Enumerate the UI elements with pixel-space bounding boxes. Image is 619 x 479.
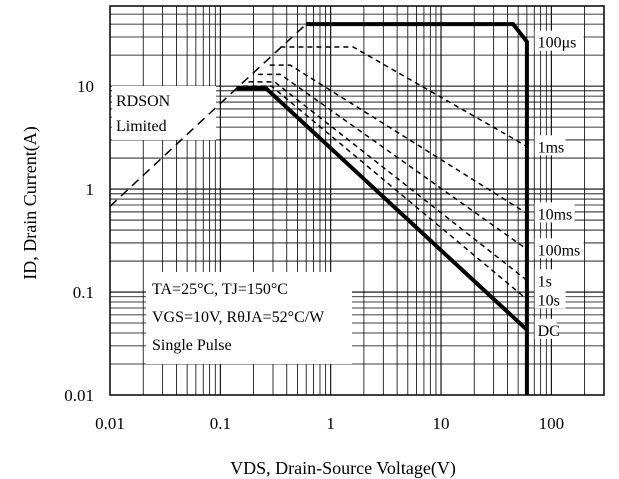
x-tick-label: 100 [539, 414, 565, 433]
curve-labels: 100μs 1ms 10ms 100ms 1s 10s DC [538, 35, 581, 340]
curve-10ms [269, 64, 528, 215]
conditions-box [146, 272, 352, 364]
rdson-label-line2: Limited [116, 118, 167, 135]
curve-label-box [534, 202, 575, 223]
curve-label-box [534, 288, 566, 309]
conditions-line1: TA=25°C, TJ=150°C [152, 281, 288, 298]
x-tick-label: 10 [433, 414, 450, 433]
x-tick-label: 0.01 [95, 414, 125, 433]
curve-label-box [534, 238, 584, 259]
curve-label-box [534, 318, 557, 339]
plot-frame [109, 5, 605, 396]
curve-label-box [534, 269, 557, 290]
curve-label-box [534, 135, 566, 156]
curve-label: 1s [538, 273, 552, 290]
curves [109, 22, 529, 395]
rdson-label-box [112, 86, 216, 140]
curve-10s [242, 85, 528, 300]
curve-dc [236, 86, 529, 332]
x-axis-label: VDS, Drain-Source Voltage(V) [230, 458, 456, 479]
curve-label: 1ms [538, 139, 565, 156]
y-axis-label: ID, Drain Current(A) [20, 126, 41, 279]
curve-100ms [258, 73, 528, 250]
x-tick-label: 0.1 [210, 414, 231, 433]
curve-label: 100ms [538, 242, 581, 259]
y-tick-label: 0.01 [64, 386, 94, 405]
curve-label: 10ms [538, 206, 573, 223]
tick-labels: 0.01 0.1 1 10 100 0.01 0.1 1 10 [64, 77, 564, 433]
conditions-line2: VGS=10V, RθJA=52°C/W [152, 309, 325, 326]
y-tick-label: 1 [86, 180, 95, 199]
conditions-line3: Single Pulse [152, 337, 232, 354]
curve-label: 10s [538, 292, 560, 309]
x-tick-label: 1 [326, 414, 335, 433]
rdson-label-line1: RDSON [116, 93, 171, 110]
y-tick-label: 0.1 [73, 283, 94, 302]
curve-100s [306, 22, 529, 395]
curve-label: 100μs [538, 35, 577, 52]
curve-label: DC [538, 323, 560, 340]
curve-1ms [280, 46, 528, 148]
y-tick-label: 10 [77, 77, 94, 96]
curve-label-box [534, 30, 584, 51]
label-boxes [112, 30, 584, 364]
